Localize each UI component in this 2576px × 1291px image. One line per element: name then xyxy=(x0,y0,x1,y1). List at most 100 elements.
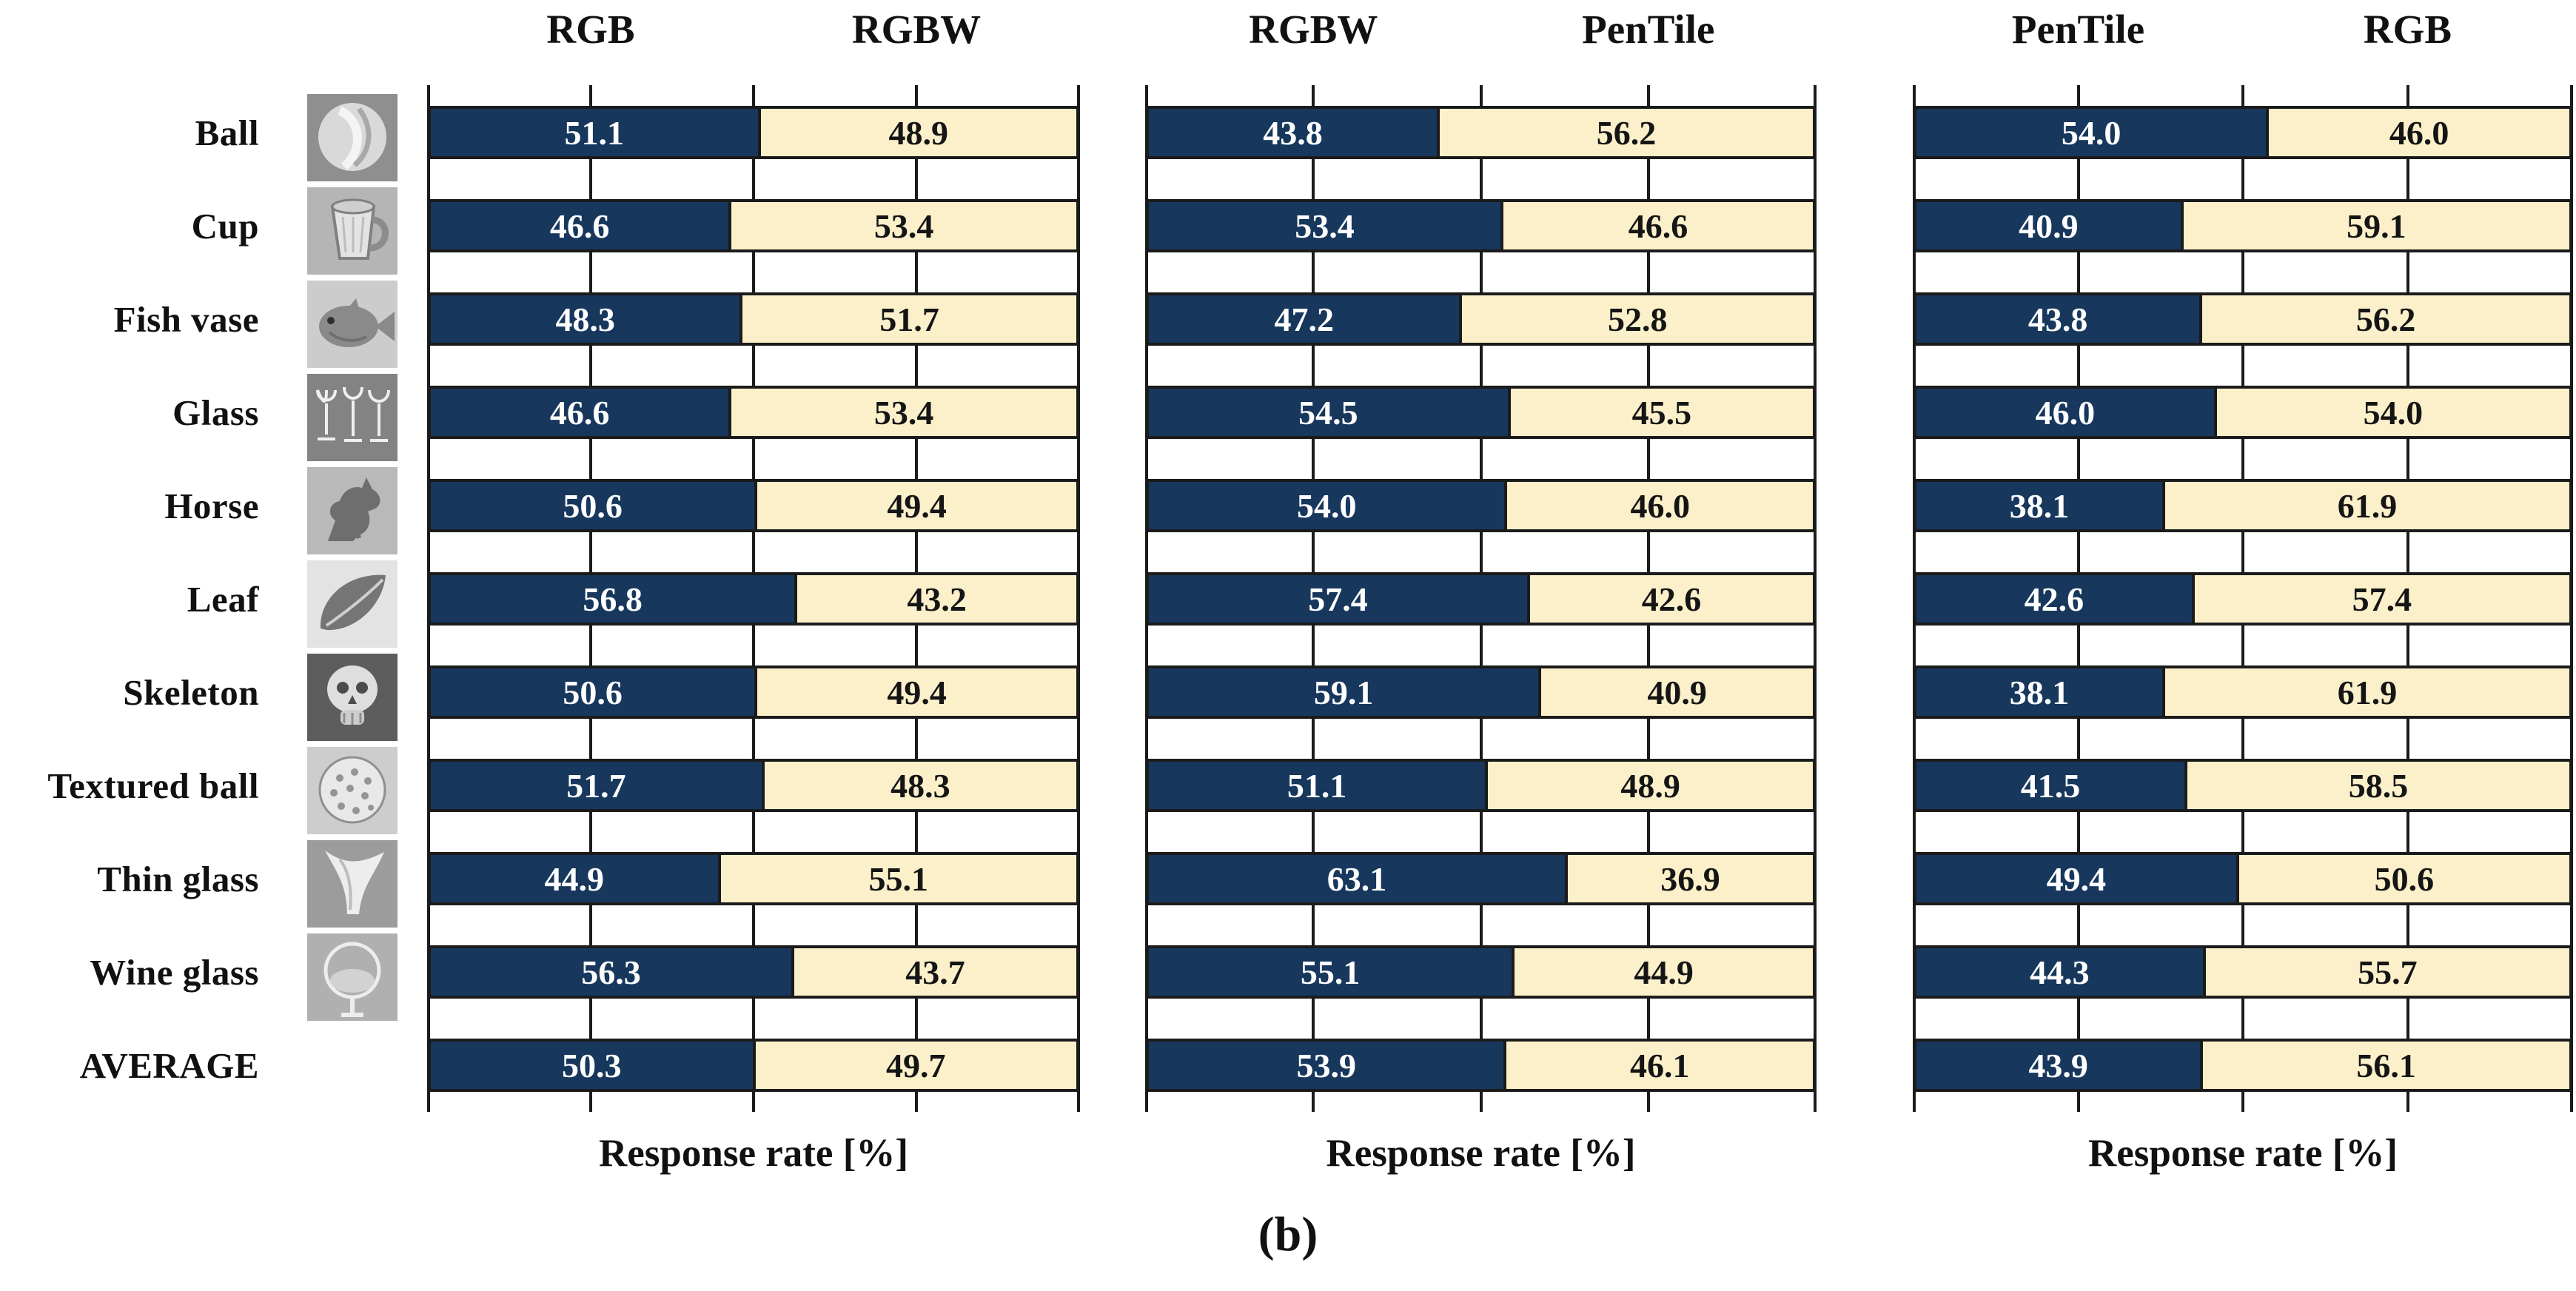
row-label-leaf: Leaf xyxy=(187,578,259,620)
right-bar-segment: 61.9 xyxy=(2165,482,2569,529)
bar-row-cup: 46.6 53.4 xyxy=(428,199,1079,252)
left-bar-segment: 55.1 xyxy=(1149,948,1515,996)
bar-row-textured-ball: 51.7 48.3 xyxy=(428,759,1079,812)
glass-thumbnail xyxy=(307,374,398,461)
right-bar-segment: 51.7 xyxy=(742,295,1076,343)
left-bar-segment: 44.3 xyxy=(1916,948,2206,996)
right-bar-segment: 45.5 xyxy=(1510,389,1813,436)
right-bar-segment: 43.2 xyxy=(797,575,1076,623)
left-bar-segment: 54.0 xyxy=(1916,109,2270,156)
panel-pentile-vs-rgb: PenTile RGB Response rate [%] 54.0 46.0 40… xyxy=(1913,0,2573,1291)
right-bar-segment: 36.9 xyxy=(1568,855,1813,902)
bar-row-cup: 40.9 59.1 xyxy=(1913,199,2572,252)
bar-row-thin-glass: 63.1 36.9 xyxy=(1146,852,1816,905)
left-bar-segment: 44.9 xyxy=(431,855,721,902)
left-bar-segment: 38.1 xyxy=(1916,668,2166,716)
right-bar-segment: 50.6 xyxy=(2238,855,2569,902)
left-bar-segment: 56.3 xyxy=(431,948,794,996)
left-bar-segment: 43.8 xyxy=(1916,295,2203,343)
left-bar-segment: 59.1 xyxy=(1149,668,1542,716)
right-bar-segment: 58.5 xyxy=(2187,762,2569,809)
right-bar-segment: 49.7 xyxy=(755,1042,1076,1089)
left-bar-segment: 53.9 xyxy=(1149,1042,1507,1089)
left-bar-segment: 47.2 xyxy=(1149,295,1463,343)
left-bar-segment: 46.6 xyxy=(431,389,732,436)
left-bar-segment: 40.9 xyxy=(1916,202,2184,249)
row-label-ball: Ball xyxy=(195,112,259,153)
panel-1-left-header: RGB xyxy=(546,6,635,52)
bar-row-skeleton: 50.6 49.4 xyxy=(428,665,1079,719)
ball-thumbnail xyxy=(307,94,398,181)
left-bar-segment: 57.4 xyxy=(1149,575,1530,623)
bar-row-wine-glass: 56.3 43.7 xyxy=(428,945,1079,999)
bar-row-ball: 43.8 56.2 xyxy=(1146,106,1816,159)
row-label-average: AVERAGE xyxy=(79,1044,259,1086)
left-bar-segment: 51.7 xyxy=(431,762,765,809)
right-bar-segment: 40.9 xyxy=(1541,668,1813,716)
bar-row-horse: 54.0 46.0 xyxy=(1146,479,1816,532)
left-bar-segment: 54.5 xyxy=(1149,389,1511,436)
right-bar-segment: 46.1 xyxy=(1506,1042,1813,1089)
bar-row-average: 43.9 56.1 xyxy=(1913,1039,2572,1092)
bar-row-fish-vase: 43.8 56.2 xyxy=(1913,292,2572,346)
horse-thumbnail xyxy=(307,467,398,554)
x-axis-label: Response rate [%] xyxy=(1326,1132,1636,1175)
right-bar-segment: 54.0 xyxy=(2216,389,2569,436)
panel-3-left-header: PenTile xyxy=(2011,6,2145,52)
right-bar-segment: 46.6 xyxy=(1503,202,1813,249)
right-bar-segment: 59.1 xyxy=(2183,202,2569,249)
x-axis-label: Response rate [%] xyxy=(2087,1132,2398,1175)
figure-caption: (b) xyxy=(1258,1207,1318,1261)
bar-row-average: 53.9 46.1 xyxy=(1146,1039,1816,1092)
left-bar-segment: 38.1 xyxy=(1916,482,2166,529)
bar-row-ball: 51.1 48.9 xyxy=(428,106,1079,159)
left-bar-segment: 48.3 xyxy=(431,295,743,343)
right-bar-segment: 43.7 xyxy=(794,948,1076,996)
right-bar-segment: 61.9 xyxy=(2165,668,2569,716)
left-bar-segment: 51.1 xyxy=(1149,762,1489,809)
bar-row-horse: 38.1 61.9 xyxy=(1913,479,2572,532)
left-bar-segment: 63.1 xyxy=(1149,855,1568,902)
right-bar-segment: 48.9 xyxy=(760,109,1076,156)
bar-row-skeleton: 38.1 61.9 xyxy=(1913,665,2572,719)
left-bar-segment: 42.6 xyxy=(1916,575,2195,623)
bar-row-leaf: 42.6 57.4 xyxy=(1913,572,2572,626)
row-label-fish-vase: Fish vase xyxy=(113,298,259,340)
right-bar-segment: 44.9 xyxy=(1515,948,1813,996)
bar-row-glass: 46.6 53.4 xyxy=(428,386,1079,439)
bar-row-glass: 46.0 54.0 xyxy=(1913,386,2572,439)
right-bar-segment: 57.4 xyxy=(2194,575,2569,623)
bar-row-ball: 54.0 46.0 xyxy=(1913,106,2572,159)
left-bar-segment: 53.4 xyxy=(1149,202,1503,249)
left-bar-segment: 49.4 xyxy=(1916,855,2239,902)
row-label-horse: Horse xyxy=(164,485,259,526)
x-axis-label: Response rate [%] xyxy=(598,1132,909,1175)
row-label-cup: Cup xyxy=(191,205,259,247)
left-bar-segment: 46.0 xyxy=(1916,389,2217,436)
right-bar-segment: 49.4 xyxy=(757,482,1076,529)
right-bar-segment: 46.0 xyxy=(2269,109,2569,156)
left-bar-segment: 43.8 xyxy=(1149,109,1440,156)
right-bar-segment: 56.2 xyxy=(2202,295,2569,343)
bar-row-glass: 54.5 45.5 xyxy=(1146,386,1816,439)
fish-vase-thumbnail xyxy=(307,281,398,368)
row-label-skeleton: Skeleton xyxy=(123,671,259,713)
bar-row-thin-glass: 44.9 55.1 xyxy=(428,852,1079,905)
left-bar-segment: 56.8 xyxy=(431,575,798,623)
bar-row-fish-vase: 47.2 52.8 xyxy=(1146,292,1816,346)
panel-2-left-header: RGBW xyxy=(1249,6,1378,52)
textured-ball-thumbnail xyxy=(307,747,398,834)
cup-thumbnail xyxy=(307,187,398,275)
panel-1-right-header: RGBW xyxy=(851,6,982,52)
right-bar-segment: 42.6 xyxy=(1529,575,1813,623)
panel-3-right-header: RGB xyxy=(2363,6,2452,52)
row-label-glass: Glass xyxy=(172,392,259,433)
left-bar-segment: 46.6 xyxy=(431,202,732,249)
left-bar-segment: 41.5 xyxy=(1916,762,2188,809)
row-label-wine-glass: Wine glass xyxy=(90,951,259,993)
right-bar-segment: 48.3 xyxy=(764,762,1076,809)
panel-2-right-header: PenTile xyxy=(1582,6,1715,52)
leaf-thumbnail xyxy=(307,560,398,648)
bar-row-textured-ball: 41.5 58.5 xyxy=(1913,759,2572,812)
